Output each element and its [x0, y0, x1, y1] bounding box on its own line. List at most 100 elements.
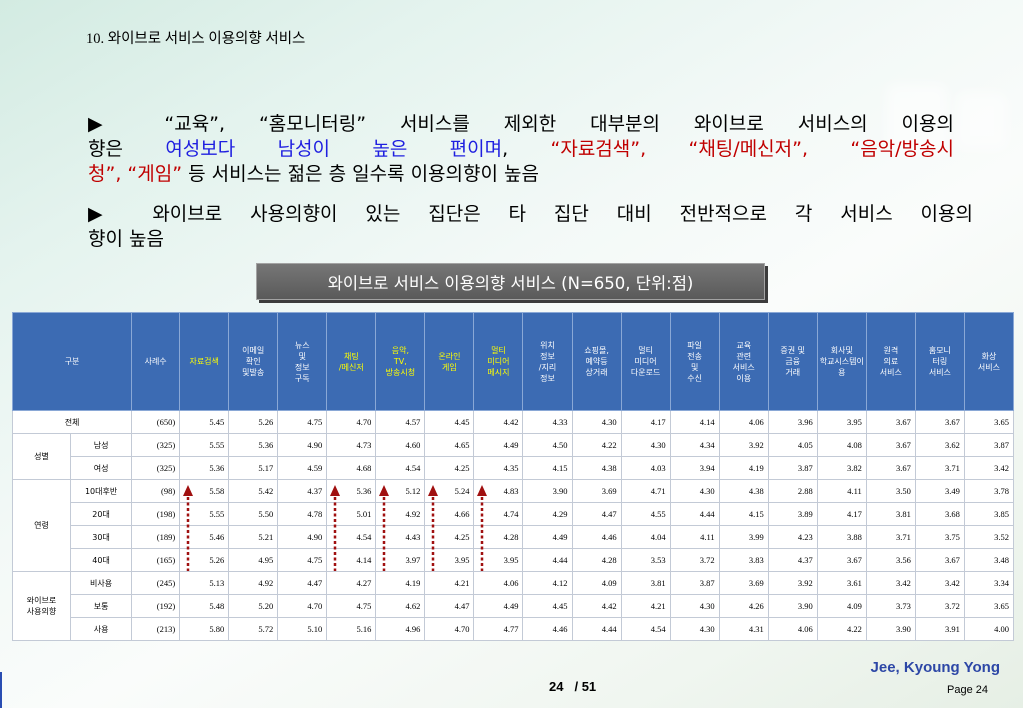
- row-label: 20대: [70, 502, 133, 526]
- value-cell: 3.42: [865, 571, 916, 595]
- value-cell: 3.48: [963, 548, 1015, 572]
- value-cell: 3.67: [865, 410, 916, 434]
- value-cell: 4.04: [620, 525, 671, 549]
- value-cell: 3.75: [914, 525, 965, 549]
- header-service: 온라인 게임: [424, 312, 475, 411]
- value-cell: 3.81: [865, 502, 916, 526]
- table-caption: 와이브로 서비스 이용의향 서비스 (N=650, 단위:점): [327, 273, 694, 293]
- summary-emphasis-text: 여성보다 남성이 높은 편이며: [165, 138, 503, 160]
- summary-emphasis-text: “자료검색”, “채팅/메신저”, “음악/방송시: [550, 138, 955, 160]
- value-cell: 2.88: [767, 479, 818, 503]
- value-cell: 5.17: [228, 456, 279, 480]
- value-cell: 5.16: [326, 617, 377, 641]
- sample-size-cell: (98): [131, 479, 181, 503]
- value-cell: 5.10: [277, 617, 328, 641]
- value-cell: 4.70: [424, 617, 475, 641]
- value-cell: 4.62: [375, 594, 426, 618]
- value-cell: 3.61: [816, 571, 867, 595]
- arrow-head: [428, 485, 439, 496]
- value-cell: 4.23: [767, 525, 818, 549]
- value-cell: 4.37: [277, 479, 328, 503]
- value-cell: 4.49: [473, 594, 524, 618]
- table-row: 와이브로 사용의향 비사용 (245) 5.13 4.92 4.47 4.27 4.19 4.2…: [11, 571, 1015, 641]
- value-cell: 4.09: [816, 594, 867, 618]
- value-cell: 3.87: [963, 433, 1015, 457]
- value-cell: 4.44: [571, 617, 622, 641]
- value-cell: 4.30: [620, 433, 671, 457]
- value-cell: 4.75: [277, 410, 328, 434]
- service-intent-table: 구분 사례수 자료검색 이메일 확인 및발송 뉴스 및 정보 구독 채팅 /메신저 음악, …: [11, 312, 1015, 641]
- value-cell: 4.78: [277, 502, 328, 526]
- value-cell: 4.17: [620, 410, 671, 434]
- value-cell: 4.12: [522, 571, 573, 595]
- summary-line: 향이 높음: [88, 227, 973, 252]
- value-cell: 3.90: [767, 594, 818, 618]
- value-cell: 4.29: [522, 502, 573, 526]
- value-cell: 4.70: [326, 410, 377, 434]
- value-cell: 4.90: [277, 525, 328, 549]
- value-cell: 4.44: [522, 548, 573, 572]
- page-label: Page 24: [947, 684, 988, 696]
- value-cell: 4.55: [620, 502, 671, 526]
- value-cell: 5.36: [326, 479, 377, 571]
- value-cell: 3.85: [963, 502, 1015, 526]
- table-row: 40대 (165) 5.26 4.95 4.75 4.14 3.97 3.95 3.95 4.44…: [13, 548, 1015, 572]
- value-cell: 5.48: [179, 594, 230, 618]
- value-cell: 4.60: [375, 433, 426, 457]
- value-cell: 4.05: [767, 433, 818, 457]
- value-cell: 3.81: [620, 571, 671, 595]
- value-cell: 4.17: [816, 502, 867, 526]
- row-label: 비사용: [70, 571, 133, 595]
- trend-arrow-graphic: [183, 485, 194, 571]
- value-cell: 4.59: [277, 456, 328, 480]
- page-counter: 24 / 51: [549, 679, 596, 694]
- table-row-total: 전체 (650) 5.45 5.26 4.75 4.70 4.57 4.45 4.42 4.33 4…: [11, 410, 1015, 434]
- header-service: 원격 의료 서비스: [865, 312, 916, 411]
- value-cell: 4.00: [963, 617, 1015, 641]
- table-row: 연령 10대후반 (98) 5.58 5.42 4.37 5.36 5.12 5.24 4.83 3…: [11, 479, 1015, 572]
- value-cell: 3.92: [718, 433, 769, 457]
- value-cell: 4.54: [620, 617, 671, 641]
- value-cell: 3.67: [865, 433, 916, 457]
- value-cell: 4.19: [375, 571, 426, 595]
- value-cell: 4.26: [718, 594, 769, 618]
- summary-text: ,: [502, 138, 551, 160]
- value-cell: 4.70: [277, 594, 328, 618]
- value-cell: 3.56: [865, 548, 916, 572]
- row-label-total: 전체: [11, 410, 133, 434]
- row-label: 여성: [70, 456, 133, 480]
- value-cell: 3.50: [865, 479, 916, 503]
- upward-trend-arrow: [183, 485, 194, 571]
- value-cell: 3.95: [816, 410, 867, 434]
- value-cell: 4.83: [473, 479, 524, 571]
- upward-trend-arrow: [330, 485, 341, 571]
- summary-emphasis-text: 청”, “게임”: [88, 163, 183, 185]
- value-cell: 3.65: [963, 410, 1015, 434]
- value-cell: 3.69: [571, 479, 622, 503]
- value-cell: 4.38: [718, 479, 769, 503]
- value-cell: 3.42: [963, 456, 1015, 480]
- value-cell: 4.47: [277, 571, 328, 595]
- value-cell: 3.88: [816, 525, 867, 549]
- value-cell: 3.72: [669, 548, 720, 572]
- value-cell: 4.42: [571, 594, 622, 618]
- upward-trend-arrow: [428, 485, 439, 571]
- value-cell: 4.75: [277, 548, 328, 572]
- upward-trend-arrow: [379, 485, 390, 571]
- row-group-label: 와이브로 사용의향: [11, 571, 72, 641]
- value-cell: 5.58: [179, 479, 230, 571]
- trend-arrow-graphic: [477, 485, 488, 571]
- value-cell: 4.45: [522, 594, 573, 618]
- value-cell: 4.37: [767, 548, 818, 572]
- value-cell: 4.74: [473, 502, 524, 526]
- value-cell: 3.65: [963, 594, 1015, 618]
- value-cell: 4.47: [424, 594, 475, 618]
- value-cell: 4.22: [571, 433, 622, 457]
- value-cell: 4.95: [228, 548, 279, 572]
- trend-arrow-graphic: [428, 485, 439, 571]
- value-cell: 4.92: [228, 571, 279, 595]
- value-cell: 5.13: [179, 571, 230, 595]
- value-cell: 5.45: [179, 410, 230, 434]
- header-service: 채팅 /메신저: [326, 312, 377, 411]
- value-cell: 4.33: [522, 410, 573, 434]
